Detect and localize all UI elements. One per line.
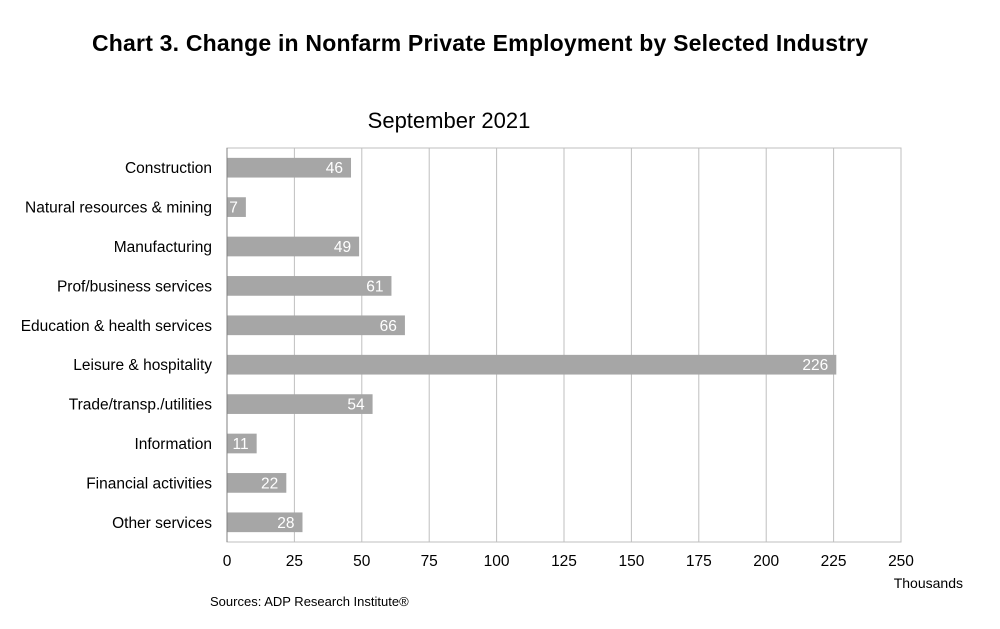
bar-value-label: 22	[261, 475, 278, 492]
bar-value-label: 49	[334, 239, 351, 256]
category-labels: Construction Natural resources & mining Ma…	[21, 160, 213, 532]
bar-value-label: 66	[380, 318, 397, 335]
x-tick-label: 250	[888, 553, 914, 570]
x-tick-label: 125	[551, 553, 577, 570]
bar	[227, 394, 373, 414]
bar	[227, 315, 405, 336]
bar-value-label: 54	[347, 397, 365, 414]
bar	[227, 197, 246, 217]
bar	[227, 276, 392, 296]
x-tick-label: 225	[821, 553, 847, 570]
bar-value-label: 11	[233, 436, 249, 453]
source-note: Sources: ADP Research Institute®	[210, 594, 409, 609]
category-label: Natural resources & mining	[25, 200, 212, 217]
category-label: Manufacturing	[114, 239, 212, 256]
bar	[227, 473, 287, 493]
bar-value-label: 61	[366, 278, 383, 295]
x-tick-labels: 0 25 50 75 100 125 150 175 200 225 250	[223, 553, 915, 570]
bar-value-label: 46	[326, 160, 343, 177]
bar-labels: 46 7 49 61 66 226 54 11 22 28	[229, 160, 828, 532]
category-label: Leisure & hospitality	[73, 357, 212, 374]
gridlines	[293, 148, 902, 542]
chart-title: Chart 3. Change in Nonfarm Private Emplo…	[92, 30, 869, 56]
x-tick-label: 50	[353, 553, 371, 570]
category-label: Education & health services	[21, 318, 213, 335]
category-label: Construction	[125, 160, 212, 177]
bar-value-label: 7	[229, 200, 238, 217]
category-label: Information	[134, 436, 212, 453]
x-tick-label: 200	[753, 553, 779, 570]
category-label: Prof/business services	[57, 278, 212, 295]
category-label: Trade/transp./utilities	[69, 397, 213, 414]
category-label: Other services	[112, 515, 212, 532]
x-tick-label: 75	[421, 553, 438, 570]
bar-value-label: 226	[802, 357, 828, 374]
x-unit-label: Thousands	[894, 575, 963, 591]
category-label: Financial activities	[86, 475, 212, 492]
bar	[227, 236, 360, 257]
bar-value-label: 28	[277, 515, 294, 532]
bar	[227, 512, 303, 533]
chart-subtitle: September 2021	[368, 108, 531, 133]
x-tick-label: 25	[286, 553, 303, 570]
x-tick-label: 100	[484, 553, 510, 570]
bars	[227, 157, 837, 533]
bar	[227, 157, 352, 178]
x-tick-label: 0	[223, 553, 232, 570]
bar	[227, 433, 257, 454]
x-tick-label: 175	[686, 553, 712, 570]
bar	[227, 354, 837, 375]
x-tick-label: 150	[618, 553, 644, 570]
